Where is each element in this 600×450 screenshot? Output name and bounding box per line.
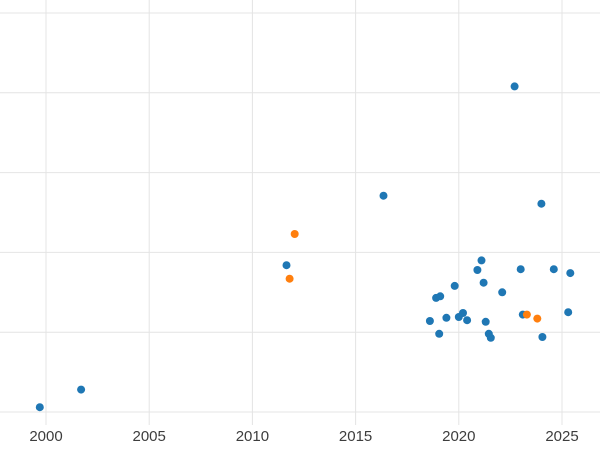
data-point-series-orange [290, 230, 299, 238]
data-point-series-blue [538, 333, 547, 341]
data-point-series-blue [35, 403, 44, 412]
data-point-series-blue [77, 385, 86, 394]
data-point-series-blue [479, 278, 488, 287]
data-point-series-blue [486, 333, 495, 342]
data-point-series-blue [379, 191, 388, 200]
x-tick-label: 2025 [545, 428, 578, 445]
data-point-series-blue [282, 261, 291, 270]
data-point-series-orange [522, 310, 531, 319]
x-tick-label: 2020 [442, 428, 475, 445]
data-point-series-blue [516, 265, 525, 274]
data-point-series-blue [463, 316, 472, 325]
data-point-series-blue [436, 292, 445, 301]
points-group [35, 82, 575, 412]
data-point-series-blue [425, 317, 434, 325]
data-point-series-blue [442, 313, 451, 322]
data-point-series-blue [477, 256, 486, 265]
data-point-series-blue [549, 265, 558, 274]
x-axis-labels-group: 2000 2005 2010 2015 2020 2025 [29, 428, 578, 445]
data-point-series-blue [473, 266, 482, 274]
x-tick-label: 2015 [339, 428, 372, 445]
data-point-series-blue [566, 269, 575, 278]
data-point-series-blue [510, 82, 519, 91]
data-point-series-orange [533, 314, 542, 323]
x-tick-label: 2000 [29, 428, 62, 445]
gridlines-group [0, 0, 600, 425]
data-point-series-blue [564, 308, 573, 317]
data-point-series-orange [285, 274, 294, 283]
data-point-series-blue [435, 329, 444, 338]
data-point-series-blue [537, 199, 546, 208]
x-tick-label: 2005 [133, 428, 166, 445]
data-point-series-blue [498, 288, 507, 297]
data-point-series-blue [450, 281, 459, 290]
data-point-series-blue [481, 317, 490, 326]
x-tick-label: 2010 [236, 428, 269, 445]
data-point-series-blue [459, 309, 467, 317]
